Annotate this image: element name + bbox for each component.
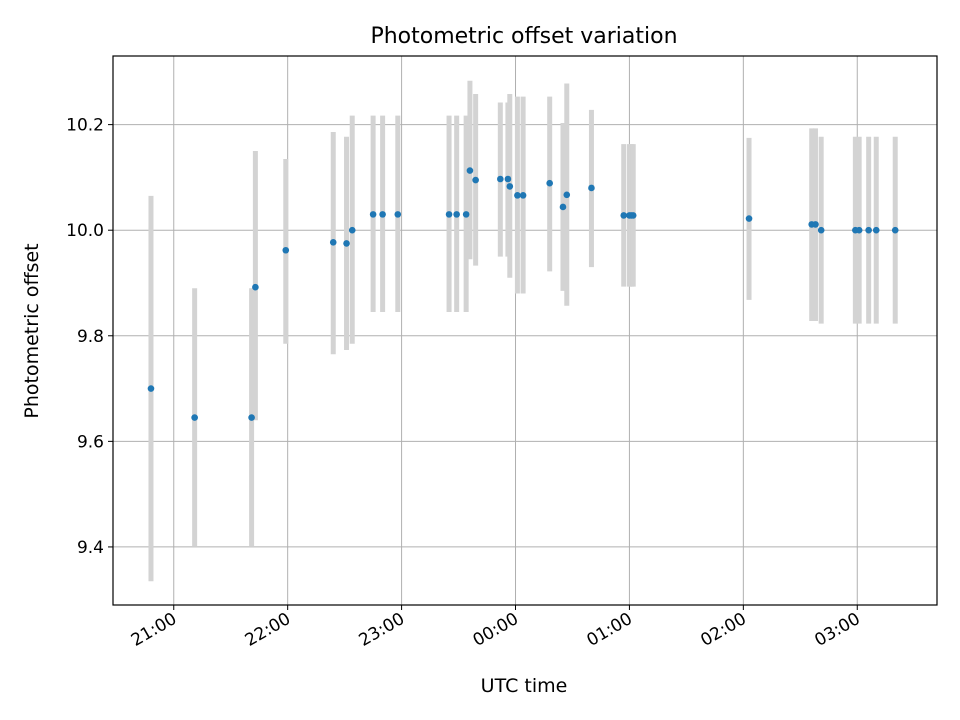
data-point (147, 385, 155, 392)
grid (113, 56, 937, 605)
data-point (329, 239, 337, 246)
data-point (745, 215, 753, 222)
data-point (497, 175, 504, 183)
data-point (629, 212, 637, 219)
y-tick-label: 9.8 (77, 327, 104, 347)
data-point (504, 175, 512, 183)
data-point (563, 191, 571, 199)
y-axis-title: Photometric offset (21, 243, 43, 418)
plot-frame (112, 55, 938, 606)
data-point (252, 283, 259, 291)
data-point (546, 179, 553, 187)
y-tick-label: 10.0 (66, 221, 104, 241)
data-point (588, 184, 595, 192)
y-tick-label: 10.2 (66, 116, 104, 136)
data-point (191, 414, 198, 421)
data-point (872, 226, 880, 234)
data-point (282, 246, 290, 254)
data-point (248, 414, 255, 421)
data-point (472, 176, 479, 184)
y-tick-label: 9.4 (77, 538, 104, 558)
y-axis-ticks: 9.4 9.6 9.8 10.0 10.2 (66, 116, 113, 558)
data-point (466, 167, 474, 174)
data-point (369, 211, 377, 218)
data-point (620, 212, 628, 219)
data-point (348, 226, 356, 234)
data-point (506, 183, 514, 190)
data-point (445, 211, 453, 218)
y-tick-label: 9.6 (77, 432, 104, 452)
x-axis-title: UTC time (481, 675, 568, 697)
data-point (462, 211, 470, 218)
data-point (394, 211, 402, 218)
data-point (514, 192, 521, 199)
data-point (559, 203, 567, 211)
data-point (817, 226, 825, 234)
data-point (343, 240, 350, 247)
data-point (891, 226, 899, 234)
data-point (865, 226, 872, 234)
data-point (812, 221, 819, 228)
data-point (855, 226, 863, 234)
data-point (519, 192, 527, 199)
data-point (379, 211, 386, 218)
points (147, 167, 899, 421)
data-point (453, 211, 460, 218)
chart-title: Photometric offset variation (370, 24, 677, 49)
